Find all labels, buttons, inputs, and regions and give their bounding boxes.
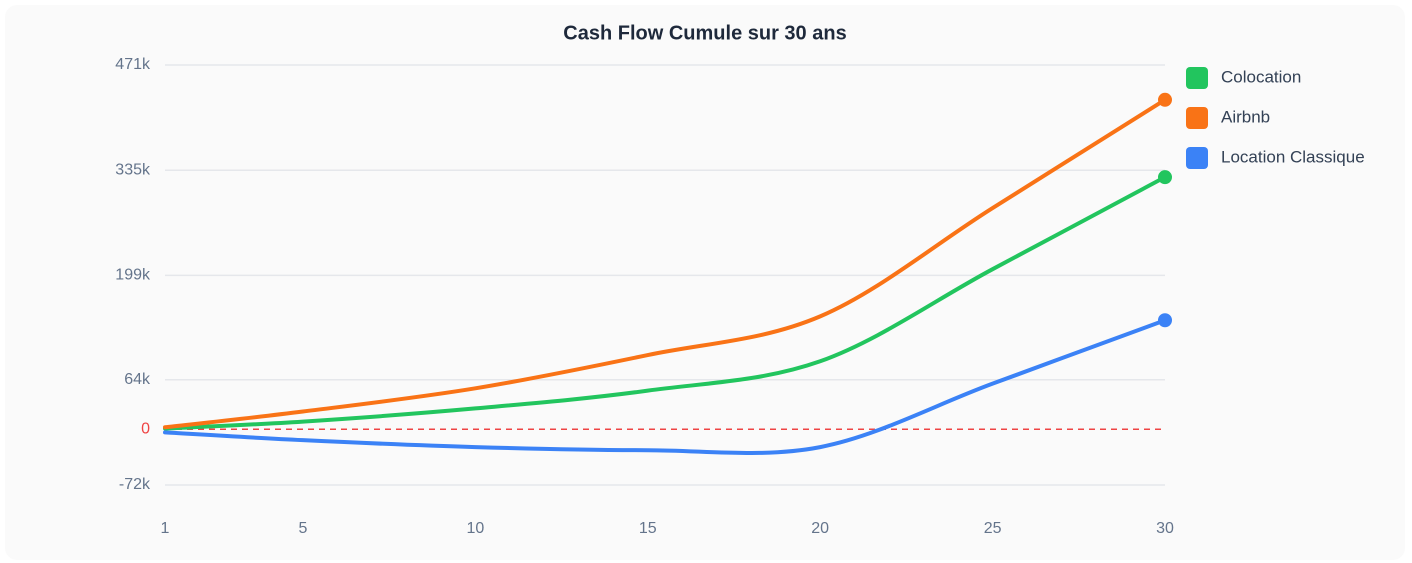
series-line (163, 97, 1167, 430)
x-tick-label: 5 (298, 520, 307, 537)
x-tick-label: 15 (639, 520, 657, 537)
end-point (1158, 313, 1172, 328)
x-tick-label: 30 (1156, 520, 1174, 537)
end-point (1158, 92, 1172, 107)
end-point (1158, 170, 1172, 185)
x-tick-label: 25 (984, 520, 1002, 537)
y-tick-label: 0 (141, 421, 150, 438)
x-tick-label: 1 (161, 520, 170, 537)
legend-swatch (1186, 67, 1208, 89)
y-tick-label: 64k (124, 371, 151, 388)
series-line (163, 175, 1167, 431)
chart-title: Cash Flow Cumule sur 30 ans (563, 22, 846, 44)
legend-swatch (1186, 107, 1208, 129)
y-tick-label: 471k (115, 56, 151, 73)
legend-label: Airbnb (1221, 107, 1270, 126)
legend-label: Location Classique (1221, 147, 1365, 166)
x-tick-label: 10 (466, 520, 484, 537)
y-tick-label: 335k (115, 161, 151, 178)
y-tick-label: -72k (119, 476, 151, 493)
series-line (163, 318, 1167, 455)
x-tick-label: 20 (811, 520, 829, 537)
y-tick-label: 199k (115, 267, 151, 284)
legend-label: Colocation (1221, 67, 1301, 86)
legend-swatch (1186, 147, 1208, 169)
card (5, 5, 1405, 560)
